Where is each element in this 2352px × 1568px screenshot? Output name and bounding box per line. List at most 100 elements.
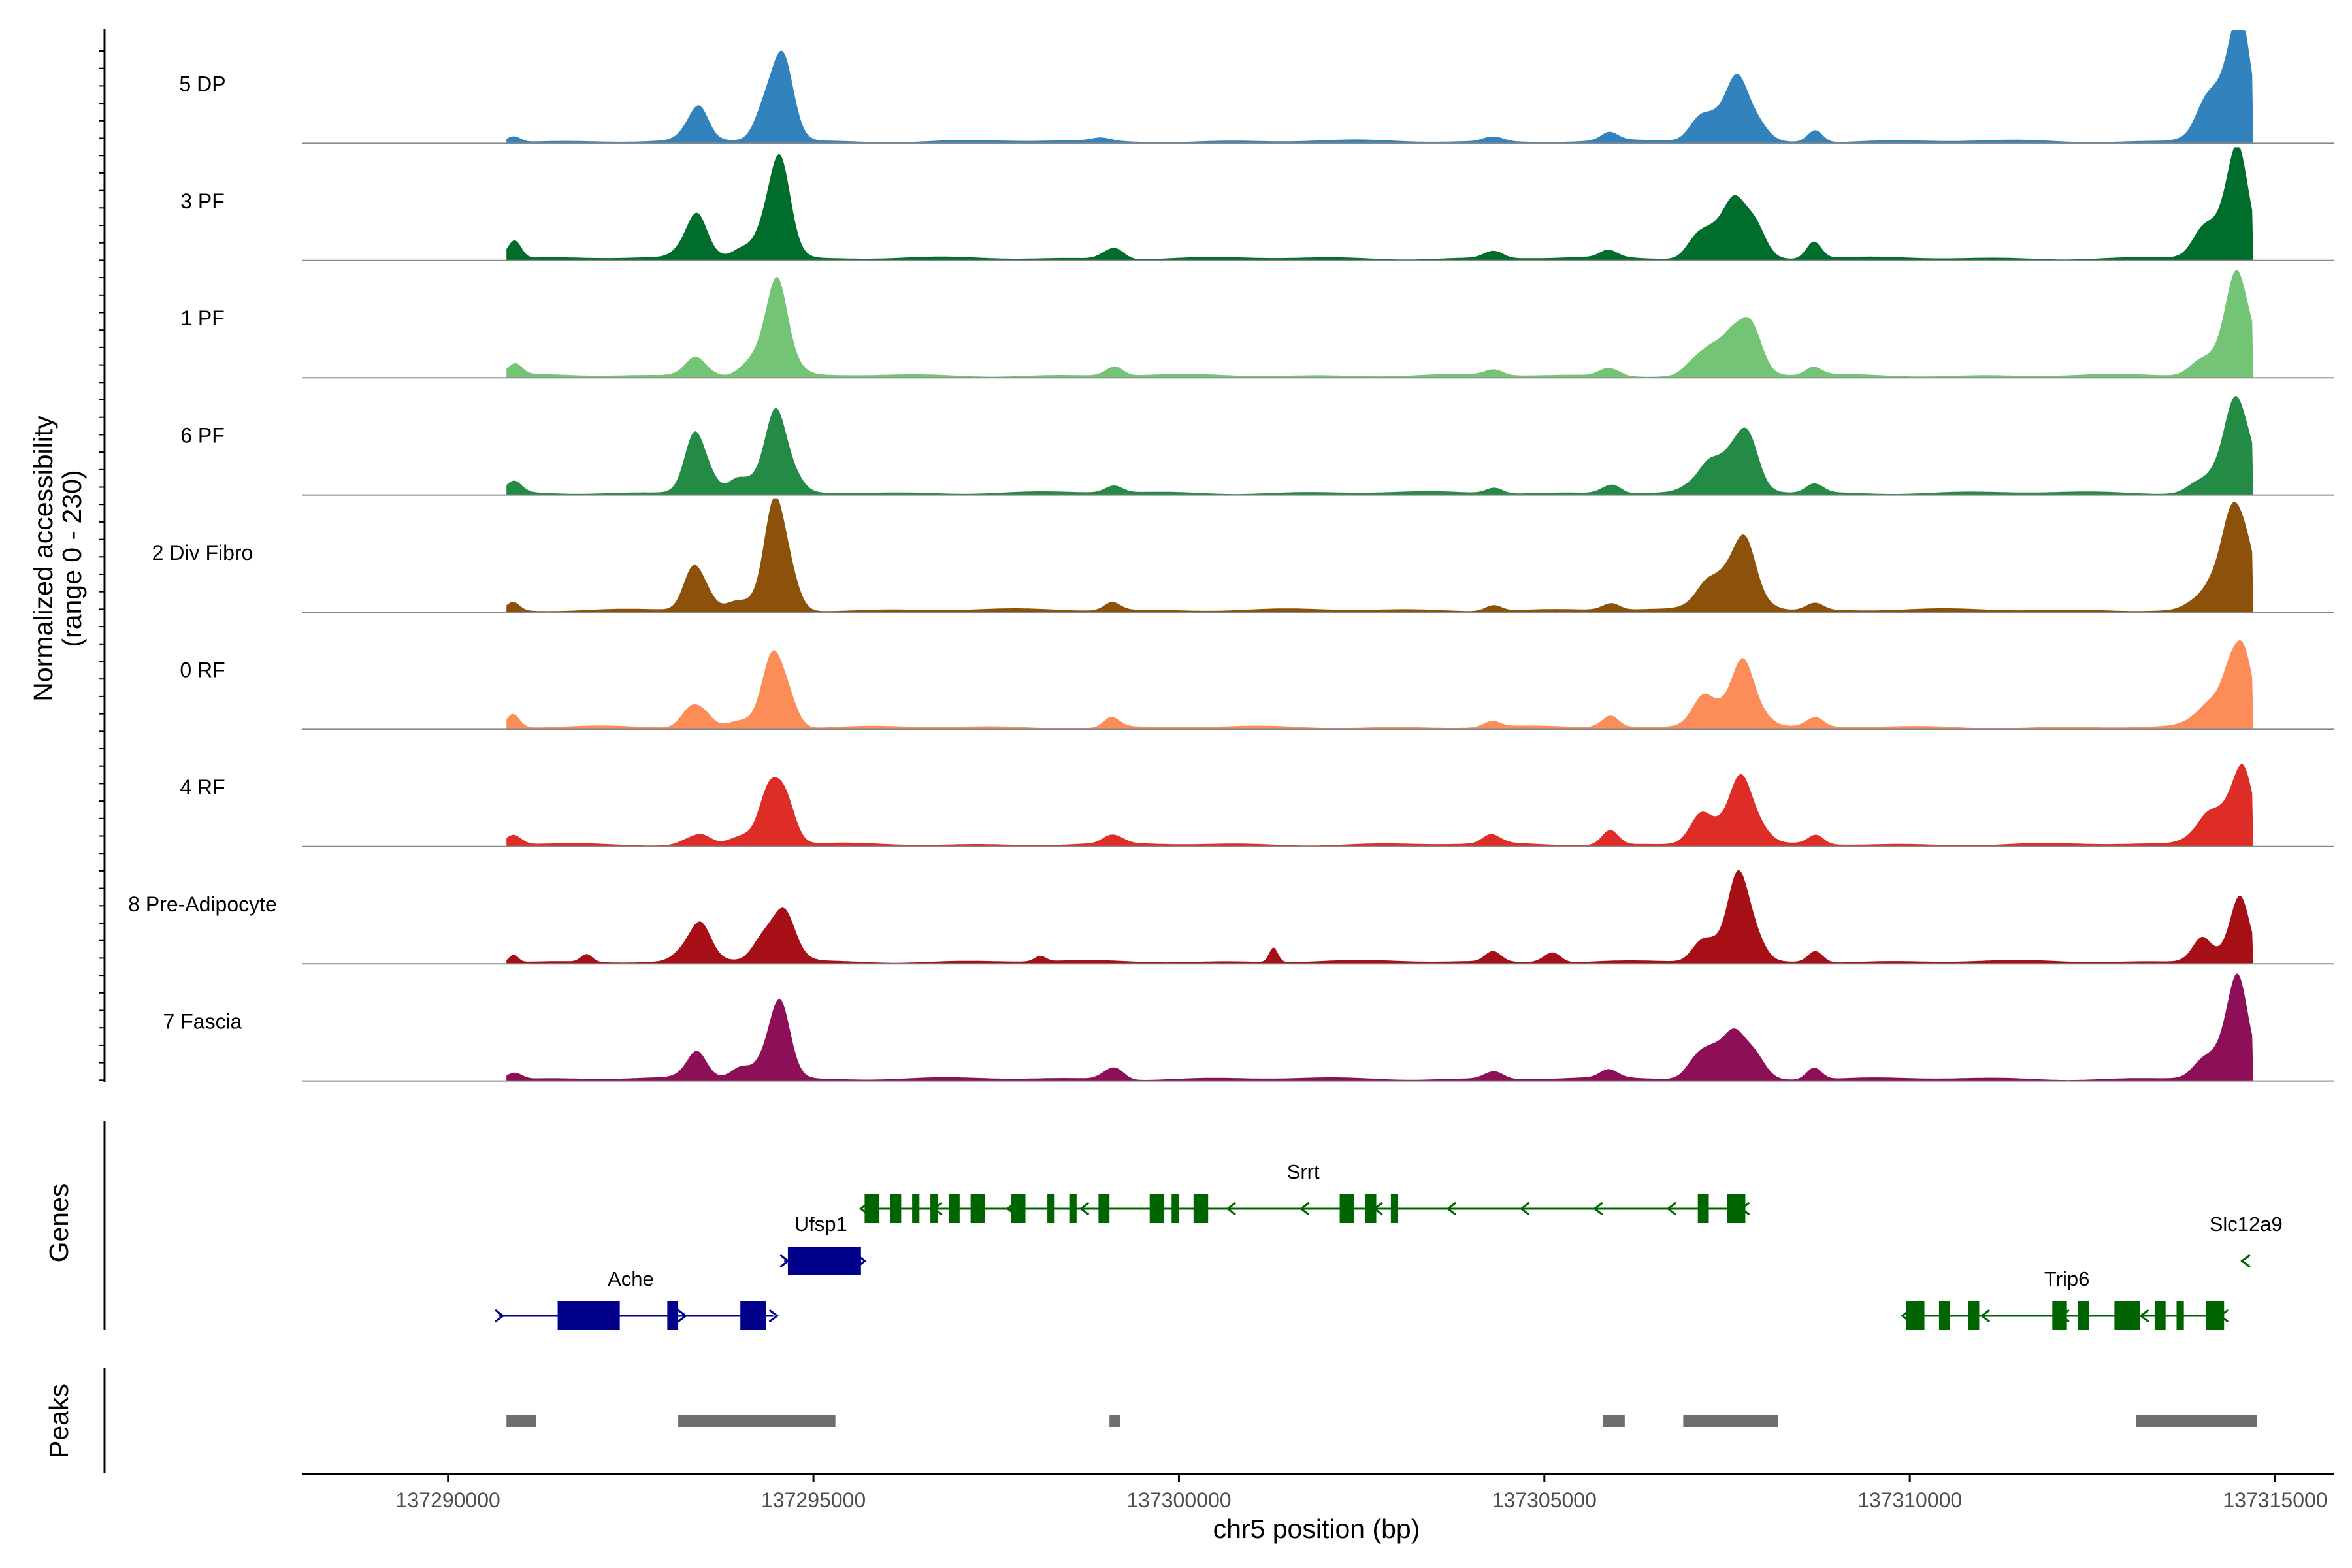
y-axis-title-line1: Normalized accessibility (28, 416, 58, 702)
gene-trip6: Trip6 (1901, 1267, 2229, 1330)
exon (949, 1194, 960, 1223)
exon (2078, 1301, 2089, 1330)
exon (2206, 1301, 2225, 1330)
gene-track: Ache Ufsp1 Srrt Trip6 Slc12a9 (495, 1160, 2283, 1330)
strand-arrow (768, 1309, 779, 1323)
strand-arrow (1299, 1201, 1310, 1216)
exon (740, 1301, 766, 1330)
strand-arrow (495, 1309, 505, 1323)
exon (2154, 1301, 2166, 1330)
track-8-pre-adipocyte: 8 Pre-Adipocyte (128, 870, 2334, 965)
peak-region (2136, 1415, 2257, 1427)
coverage-area (506, 764, 2253, 847)
exon (1171, 1194, 1179, 1223)
exon (1968, 1301, 1980, 1330)
coverage-tracks: 5 DP 3 PF 1 PF 6 PF 2 Div Fibro 0 RF 4 RF 8 Pre… (128, 30, 2334, 1082)
peak-region (1683, 1415, 1778, 1427)
gene-label: Ufsp1 (794, 1213, 847, 1235)
exon (2052, 1301, 2067, 1330)
exon (557, 1301, 620, 1330)
coverage-area (506, 973, 2253, 1081)
x-tick-label: 137290000 (396, 1488, 500, 1512)
track-7-fascia: 7 Fascia (163, 973, 2334, 1082)
exon (1938, 1301, 1950, 1330)
x-tick-label: 137310000 (1857, 1488, 1962, 1512)
gene-srrt: Srrt (858, 1160, 1750, 1223)
exon (930, 1194, 938, 1223)
strand-arrow (1593, 1201, 1603, 1216)
x-tick-label: 137295000 (761, 1488, 866, 1512)
track-label: 2 Div Fibro (152, 541, 253, 564)
track-label: 1 PF (180, 306, 225, 330)
strand-arrow (2139, 1309, 2149, 1323)
coverage-area (506, 147, 2253, 261)
strand-arrow (677, 1309, 688, 1323)
exon (890, 1194, 902, 1223)
coverage-area (506, 870, 2253, 964)
strand-arrow (1226, 1201, 1236, 1216)
y-axis-title-line2: (range 0 - 230) (57, 470, 87, 647)
x-tick-label: 137305000 (1492, 1488, 1597, 1512)
strand-arrow (1980, 1309, 1991, 1323)
exon (1697, 1194, 1709, 1223)
exon (1193, 1194, 1209, 1223)
strand-arrow (1519, 1201, 1530, 1216)
coverage-area (506, 30, 2253, 144)
coverage-area (506, 640, 2253, 730)
track-5-dp: 5 DP (179, 30, 2334, 144)
exon (1149, 1194, 1165, 1223)
strand-arrow (1079, 1201, 1090, 1216)
peak-region (506, 1415, 536, 1427)
peak-track (506, 1415, 2257, 1427)
track-2-div-fibro: 2 Div Fibro (152, 498, 2334, 613)
genes-axis-title: Genes (44, 1184, 74, 1263)
exon (1390, 1194, 1399, 1223)
coverage-area (506, 396, 2253, 495)
coverage-area (506, 498, 2253, 612)
exon (970, 1194, 985, 1223)
exon (864, 1194, 879, 1223)
exon (667, 1301, 679, 1330)
gene-label: Ache (608, 1267, 654, 1290)
track-label: 5 DP (179, 72, 225, 95)
gene-label: Srrt (1287, 1160, 1320, 1183)
exon (787, 1247, 861, 1275)
x-tick-label: 137315000 (2223, 1488, 2327, 1512)
strand-arrow (1666, 1201, 1677, 1216)
track-label: 3 PF (180, 189, 225, 213)
track-6-pf: 6 PF (180, 396, 2334, 496)
track-label: 4 RF (180, 776, 225, 799)
gene-ufsp1: Ufsp1 (779, 1213, 867, 1275)
x-axis-title: chr5 position (bp) (1213, 1514, 1420, 1544)
coverage-area (506, 270, 2253, 378)
gene-ache: Ache (495, 1267, 779, 1330)
track-1-pf: 1 PF (180, 270, 2334, 379)
axes: 137290000 137295000 137300000 137305000 1373… (99, 29, 2334, 1512)
exon (1339, 1194, 1354, 1223)
track-3-pf: 3 PF (180, 147, 2334, 261)
strand-arrow (2240, 1254, 2251, 1268)
track-4-rf: 4 RF (180, 764, 2334, 847)
track-label: 8 Pre-Adipocyte (128, 892, 277, 916)
exon (912, 1194, 920, 1223)
exon (2114, 1301, 2140, 1330)
gene-slc12a9: Slc12a9 (2210, 1213, 2283, 1268)
axis-titles: Normalized accessibility (range 0 - 230)… (28, 416, 1420, 1544)
exon (1727, 1194, 1746, 1223)
peak-region (1603, 1415, 1625, 1427)
peak-region (1109, 1415, 1120, 1427)
exon (1365, 1194, 1377, 1223)
peaks-axis-title: Peaks (44, 1384, 74, 1458)
exon (2176, 1301, 2184, 1330)
track-label: 0 RF (180, 658, 225, 681)
strand-arrow (1446, 1201, 1456, 1216)
exon (1906, 1301, 1925, 1330)
track-label: 7 Fascia (163, 1010, 242, 1034)
gene-label: Trip6 (2044, 1267, 2089, 1290)
exon (1047, 1194, 1055, 1223)
exon (1011, 1194, 1026, 1223)
peak-region (678, 1415, 836, 1427)
x-tick-label: 137300000 (1126, 1488, 1231, 1512)
exon (1098, 1194, 1110, 1223)
